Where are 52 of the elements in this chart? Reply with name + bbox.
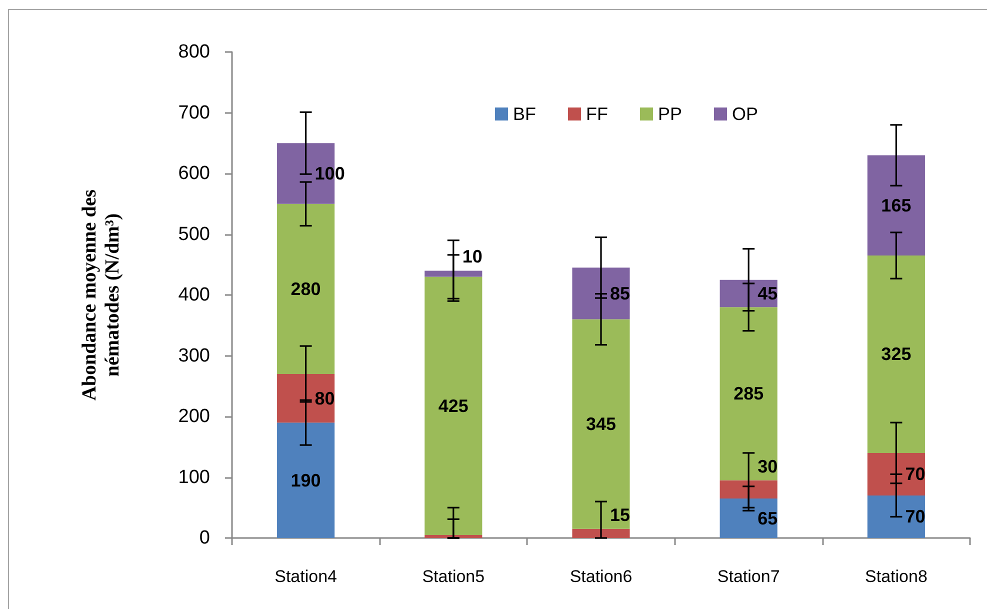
bar <box>867 155 925 256</box>
bar <box>277 422 335 538</box>
bar <box>424 276 482 535</box>
data-label: 165 <box>881 195 912 216</box>
y-tick-label: 800 <box>178 42 210 62</box>
x-tick-label: Station4 <box>274 567 337 586</box>
bar <box>572 268 630 320</box>
y-tick-label: 0 <box>199 528 210 548</box>
data-label: 10 <box>462 246 482 267</box>
legend-label: PP <box>658 104 682 124</box>
legend-label: OP <box>732 104 758 124</box>
bar <box>720 280 778 308</box>
x-tick-label: Station5 <box>422 567 485 586</box>
bar <box>867 256 925 453</box>
bar <box>720 307 778 480</box>
bar <box>720 480 778 499</box>
data-label: 425 <box>438 396 468 416</box>
legend-label: FF <box>586 104 608 124</box>
bar <box>424 270 482 277</box>
x-tick-label: Station6 <box>570 567 632 586</box>
y-tick-label: 200 <box>178 406 210 427</box>
bar <box>277 204 335 374</box>
data-label: 345 <box>586 414 616 434</box>
data-label: 15 <box>610 504 630 525</box>
y-tick-label: 600 <box>178 163 210 184</box>
data-label: 325 <box>881 344 912 364</box>
data-label: 30 <box>758 456 778 476</box>
bar <box>572 528 630 538</box>
data-label: 45 <box>758 283 778 304</box>
bar <box>424 534 482 538</box>
data-label: 70 <box>905 506 926 527</box>
data-label: 80 <box>314 388 335 408</box>
bar <box>572 319 630 529</box>
data-label: 285 <box>734 384 764 404</box>
y-tick-label: 500 <box>178 224 210 245</box>
x-tick-label: Station8 <box>865 567 928 586</box>
data-label: 280 <box>290 278 321 299</box>
data-label: 70 <box>905 464 926 484</box>
bar <box>867 495 925 538</box>
bar <box>720 498 778 538</box>
data-label: 190 <box>290 470 321 490</box>
x-tick-label: Station7 <box>717 567 780 586</box>
data-label: 85 <box>610 283 630 304</box>
bar <box>867 452 925 496</box>
data-label: 65 <box>758 508 778 528</box>
bar <box>277 374 335 423</box>
y-tick-label: 400 <box>178 284 210 306</box>
y-axis-title: Abondance moyenne des nématodes (N/dm³) <box>78 189 124 401</box>
y-tick-label: 100 <box>178 466 210 488</box>
y-tick-label: 700 <box>178 102 210 124</box>
legend-label: BF <box>513 104 536 124</box>
y-tick-label: 300 <box>178 345 210 366</box>
